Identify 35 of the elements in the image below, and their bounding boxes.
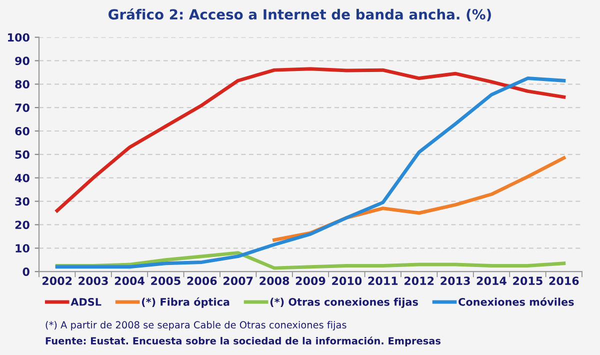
text: (*) A partir de 2008 se separa Cable de Otras conexiones fijas [46,320,346,330]
x-tick-label: 2005 [151,276,180,286]
legend-label: (*) Otras conexiones fijas [270,298,418,308]
y-tick-label: 0 [22,268,30,276]
line-series [55,67,566,212]
source-note: Fuente: Eustat. Encuesta sobre la sociedad de la información. Empresas [46,336,441,346]
y-tick-label: 50 [15,150,30,159]
x-tick-label: 2009 [296,276,326,286]
y-tick-label: 60 [15,126,30,136]
x-tick-label: 2013 [440,276,470,286]
x-tick-label: 2011 [368,276,398,286]
y-tick-label: 70 [15,104,30,112]
y-tick-label: 80 [15,80,30,89]
y-tick-label: 20 [15,220,30,230]
y-tick-label: 90 [15,56,30,66]
y-tick-label: 40 [15,174,30,182]
x-tick-label: 2015 [513,276,542,286]
x-tick-label: 2014 [476,276,506,286]
line-series [55,76,566,269]
x-tick-label: 2006 [187,276,217,286]
x-tick-label: 2010 [332,276,362,286]
x-tick-label: 2002 [42,276,72,286]
x-tick-label: 2004 [114,276,144,286]
x-tick-label: 2008 [260,276,290,286]
y-tick-label: 100 [8,33,30,42]
legend-label: ADSL [70,298,102,306]
y-tick-label: 30 [15,197,30,206]
x-tick-label: 2003 [78,276,108,286]
x-tick-label: 2012 [404,276,434,286]
chart-title: Gráfico 2: Acceso a Internet de banda ancha. (%) [108,8,491,22]
x-tick-label: 2007 [224,276,253,286]
y-tick-label: 10 [16,244,30,253]
legend-label: Conexiones móviles [458,297,574,306]
legend-label: (*) Fibra óptica [142,297,230,308]
x-tick-label: 2016 [549,276,579,286]
